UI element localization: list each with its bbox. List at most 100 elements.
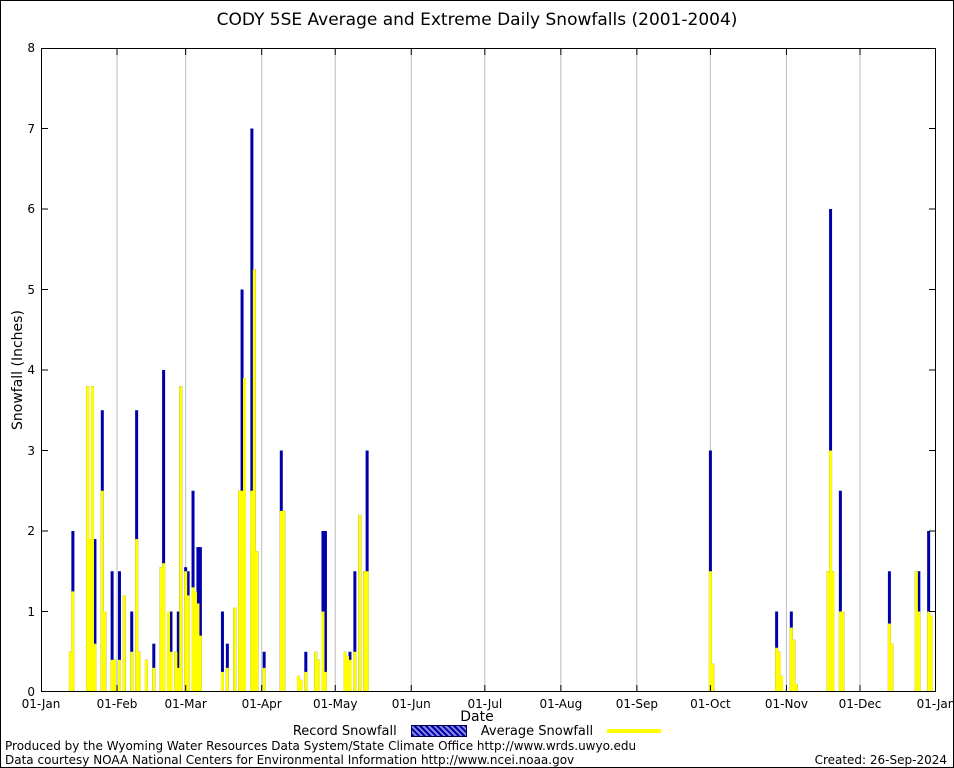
y-tick-label: 4 [27, 363, 35, 377]
average-snowfall-bar [152, 667, 156, 692]
average-snowfall-bar [174, 651, 178, 692]
record-snowfall-bar [198, 547, 202, 692]
average-snowfall-bar [829, 450, 833, 692]
average-snowfall-bar [93, 643, 97, 692]
average-snowfall-bar [71, 591, 75, 692]
average-snowfall-bar [90, 386, 94, 692]
average-snowfall-bar [262, 667, 266, 692]
average-snowfall-bar [159, 567, 163, 692]
x-tick-label: 01-Sep [615, 697, 658, 711]
y-tick-label: 0 [27, 685, 35, 699]
average-snowfall-bar [179, 386, 183, 692]
record-snowfall-bar [250, 128, 254, 692]
record-snowfall-bar [176, 611, 180, 692]
average-snowfall-bar [348, 659, 352, 692]
average-snowfall-bar [353, 651, 357, 692]
average-snowfall-bar [103, 611, 107, 692]
average-snowfall-bar [250, 490, 254, 692]
x-tick-label: 01-Jul [467, 697, 503, 711]
x-tick-label: 01-Jan [21, 697, 61, 711]
average-snowfall-bar [792, 639, 796, 692]
record-snowfall-bar [110, 571, 114, 692]
x-tick-label: 01-Jun [391, 697, 431, 711]
average-snowfall-bar [196, 603, 200, 692]
average-snowfall-bar [279, 510, 283, 692]
average-snowfall-bar [304, 671, 308, 692]
legend: Record Snowfall Average Snowfall [1, 723, 953, 739]
x-tick-label: 01-Nov [764, 697, 808, 711]
average-snowfall-bar [122, 595, 126, 692]
average-snowfall-bar [363, 571, 367, 692]
average-snowfall-bar [88, 539, 92, 692]
average-snowfall-bar [841, 611, 845, 692]
average-snowfall-bar [323, 671, 327, 692]
x-tick-label: 01-Mar [164, 697, 207, 711]
legend-record-swatch [410, 725, 467, 737]
average-snowfall-bar [137, 651, 141, 692]
average-snowfall-bar [162, 563, 166, 692]
average-snowfall-bar [358, 514, 362, 692]
average-snowfall-bar [777, 651, 781, 692]
average-snowfall-bar [708, 571, 712, 692]
chart-title: CODY 5SE Average and Extreme Daily Snowf… [216, 10, 738, 30]
average-snowfall-bar [775, 647, 779, 692]
average-snowfall-bar [167, 611, 171, 692]
average-snowfall-bar [233, 607, 237, 692]
average-snowfall-bar [100, 490, 104, 692]
average-snowfall-bar [86, 386, 90, 692]
x-tick-label: 01-Dec [838, 697, 882, 711]
average-snowfall-bar [316, 659, 320, 692]
average-snowfall-bar [780, 675, 784, 692]
y-tick-label: 5 [27, 282, 35, 297]
average-snowfall-bar [887, 623, 891, 692]
record-snowfall-bar [117, 571, 121, 692]
plot-svg [41, 48, 936, 692]
footer-data-courtesy: Data courtesy NOAA National Centers for … [5, 753, 575, 767]
average-snowfall-bar [365, 571, 369, 692]
average-snowfall-bar [838, 611, 842, 692]
average-snowfall-bar [176, 667, 180, 692]
x-tick-label: 01-Oct [690, 697, 731, 711]
y-tick-label: 2 [27, 524, 35, 538]
legend-average-swatch [607, 729, 662, 733]
x-tick-label: 01-Aug [539, 697, 583, 711]
y-tick-label: 3 [27, 443, 35, 458]
record-snowfall-bar [220, 611, 224, 692]
record-snowfall-bar [93, 539, 97, 692]
footer-produced-by: Produced by the Wyoming Water Resources … [5, 739, 637, 753]
average-snowfall-bar [711, 663, 715, 692]
average-snowfall-bar [282, 510, 286, 692]
average-snowfall-bar [198, 635, 202, 692]
record-snowfall-bar [838, 490, 842, 692]
average-snowfall-bar [255, 551, 259, 692]
record-snowfall-bar [162, 370, 166, 692]
y-tick-label: 7 [27, 121, 35, 136]
y-tick-label: 8 [27, 41, 35, 55]
average-snowfall-bar [789, 627, 793, 692]
average-snowfall-bar [186, 595, 190, 692]
average-snowfall-bar [346, 655, 350, 692]
average-snowfall-bar [238, 490, 242, 692]
average-snowfall-bar [914, 571, 918, 692]
average-snowfall-bar [135, 539, 139, 692]
record-snowfall-bar [353, 571, 357, 692]
average-snowfall-bar [299, 679, 303, 692]
average-snowfall-bar [927, 611, 931, 692]
average-snowfall-bar [321, 611, 325, 692]
average-snowfall-bar [130, 651, 134, 692]
x-axis-label: Date [460, 709, 494, 725]
record-snowfall-bar [323, 531, 327, 692]
average-snowfall-bar [113, 659, 117, 692]
average-snowfall-bar [890, 643, 894, 692]
average-snowfall-bar [191, 587, 195, 692]
average-snowfall-bar [794, 683, 798, 692]
average-snowfall-bar [144, 659, 148, 692]
average-snowfall-bar [184, 571, 188, 692]
average-snowfall-bar [220, 671, 224, 692]
average-snowfall-bar [193, 591, 197, 692]
average-snowfall-bar [243, 378, 247, 692]
x-tick-label: 01-Apr [241, 697, 282, 711]
average-snowfall-bar [296, 675, 300, 692]
average-snowfall-bar [110, 659, 114, 692]
